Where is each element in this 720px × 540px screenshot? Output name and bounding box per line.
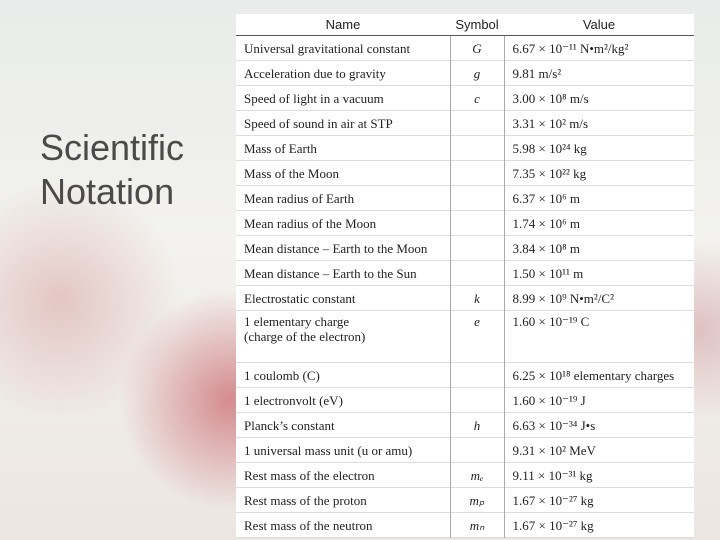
header-row: Name Symbol Value <box>236 14 694 36</box>
table-row: 1 coulomb (C) 6.25 × 10¹⁸ elementary char… <box>236 362 694 388</box>
value-cell: 1.60 × 10⁻¹⁹ J <box>512 392 586 408</box>
name-cell: Speed of sound in air at STP <box>244 115 393 131</box>
name-cell: Mean radius of Earth <box>244 190 355 206</box>
name-cell: Rest mass of the proton <box>244 492 367 508</box>
symbol-cell <box>449 135 505 161</box>
value-cell: 1.67 × 10⁻²⁷ kg <box>512 517 594 533</box>
symbol-cell <box>449 210 505 236</box>
table-row: 1 elementary charge (charge of the elect… <box>236 310 694 363</box>
table-row: Speed of light in a vacuum c 3.00 × 10⁸ m/… <box>236 85 694 111</box>
symbol-cell <box>449 185 505 211</box>
symbol-cell <box>449 387 505 413</box>
name-cell: Universal gravitational constant <box>244 40 411 56</box>
symbol-cell: k <box>449 285 505 311</box>
value-cell: 1.50 × 10¹¹ m <box>512 265 584 281</box>
slide-title: Scientific Notation <box>40 127 185 212</box>
symbol-cell: mₑ <box>449 462 505 488</box>
value-cell: 9.81 m/s² <box>512 65 562 81</box>
symbol-cell <box>449 362 505 388</box>
symbol-cell <box>449 437 505 463</box>
name-cell: Electrostatic constant <box>244 290 356 306</box>
value-cell: 7.35 × 10²² kg <box>512 165 587 181</box>
value-cell: 3.31 × 10² m/s <box>512 115 589 131</box>
header-cell: Value <box>504 14 694 36</box>
name-cell: 1 universal mass unit (u or amu) <box>244 442 413 458</box>
symbol-cell <box>449 160 505 186</box>
table-row: Mean distance – Earth to the Moon 3.84 × … <box>236 235 694 261</box>
symbol-cell: e <box>449 310 505 363</box>
value-cell: 6.67 × 10⁻¹¹ N•m²/kg² <box>512 40 629 56</box>
symbol-cell <box>449 235 505 261</box>
value-cell: 6.63 × 10⁻³⁴ J•s <box>512 417 596 433</box>
value-cell: 6.37 × 10⁶ m <box>512 190 580 206</box>
table-row: 1 electronvolt (eV) 1.60 × 10⁻¹⁹ J <box>236 387 694 413</box>
value-cell: 1.60 × 10⁻¹⁹ C <box>512 314 590 329</box>
table-row: Mean radius of the Moon 1.74 × 10⁶ m <box>236 210 694 236</box>
value-cell: 1.74 × 10⁶ m <box>512 215 580 231</box>
value-cell: 9.31 × 10² MeV <box>512 442 596 458</box>
symbol-cell: c <box>449 85 505 111</box>
table-row: Rest mass of the electron mₑ 9.11 × 10⁻³¹ … <box>236 462 694 488</box>
value-cell: 5.98 × 10²⁴ kg <box>512 140 587 156</box>
table-row: Mean distance – Earth to the Sun 1.50 × 1… <box>236 260 694 286</box>
table-row: Acceleration due to gravity g 9.81 m/s² <box>236 60 694 86</box>
symbol-cell <box>449 260 505 286</box>
table-row: Mass of Earth 5.98 × 10²⁴ kg <box>236 135 694 161</box>
value-cell: 3.84 × 10⁸ m <box>512 240 580 256</box>
name-cell: Mean distance – Earth to the Moon <box>244 240 428 256</box>
value-cell: 9.11 × 10⁻³¹ kg <box>512 467 593 483</box>
symbol-cell <box>449 110 505 136</box>
name-cell: Planck’s constant <box>244 417 335 433</box>
table-row: Mean radius of Earth 6.37 × 10⁶ m <box>236 185 694 211</box>
symbol-cell: G <box>449 35 505 61</box>
value-cell: 3.00 × 10⁸ m/s <box>512 90 589 106</box>
header-cell: Name <box>236 14 450 36</box>
table-row: Electrostatic constant k 8.99 × 10⁹ N•m²/C… <box>236 285 694 311</box>
table-row: Universal gravitational constant G 6.67 × … <box>236 35 694 61</box>
name-cell: 1 coulomb (C) <box>244 367 320 383</box>
table-row: Speed of sound in air at STP 3.31 × 10² m… <box>236 110 694 136</box>
symbol-cell: h <box>449 412 505 438</box>
name-cell: 1 elementary charge (charge of the elect… <box>244 314 366 344</box>
table-row: Rest mass of the proton mₚ 1.67 × 10⁻²⁷ kg <box>236 487 694 513</box>
table-row: Mass of the Moon 7.35 × 10²² kg <box>236 160 694 186</box>
header-cell: Symbol <box>450 14 504 36</box>
name-cell: Mass of the Moon <box>244 165 339 181</box>
name-cell: Rest mass of the electron <box>244 467 375 483</box>
name-cell: Rest mass of the neutron <box>244 517 373 533</box>
name-cell: Acceleration due to gravity <box>244 65 386 81</box>
table-row: Planck’s constant h 6.63 × 10⁻³⁴ J•s <box>236 412 694 438</box>
symbol-cell: mₚ <box>449 487 505 513</box>
name-cell: Mean distance – Earth to the Sun <box>244 265 417 281</box>
table-row: 1 universal mass unit (u or amu) 9.31 × 1… <box>236 437 694 463</box>
name-cell: 1 electronvolt (eV) <box>244 392 343 408</box>
value-cell: 1.67 × 10⁻²⁷ kg <box>512 492 594 508</box>
value-cell: 6.25 × 10¹⁸ elementary charges <box>512 367 675 383</box>
symbol-cell: mₙ <box>449 512 505 538</box>
constants-table: Name Symbol Value Universal gravitational … <box>236 14 694 538</box>
name-cell: Mass of Earth <box>244 140 317 156</box>
name-cell: Speed of light in a vacuum <box>244 90 384 106</box>
symbol-cell: g <box>449 60 505 86</box>
value-cell: 8.99 × 10⁹ N•m²/C² <box>512 290 615 306</box>
table-row: Rest mass of the neutron mₙ 1.67 × 10⁻²⁷ k… <box>236 512 694 538</box>
name-cell: Mean radius of the Moon <box>244 215 377 231</box>
